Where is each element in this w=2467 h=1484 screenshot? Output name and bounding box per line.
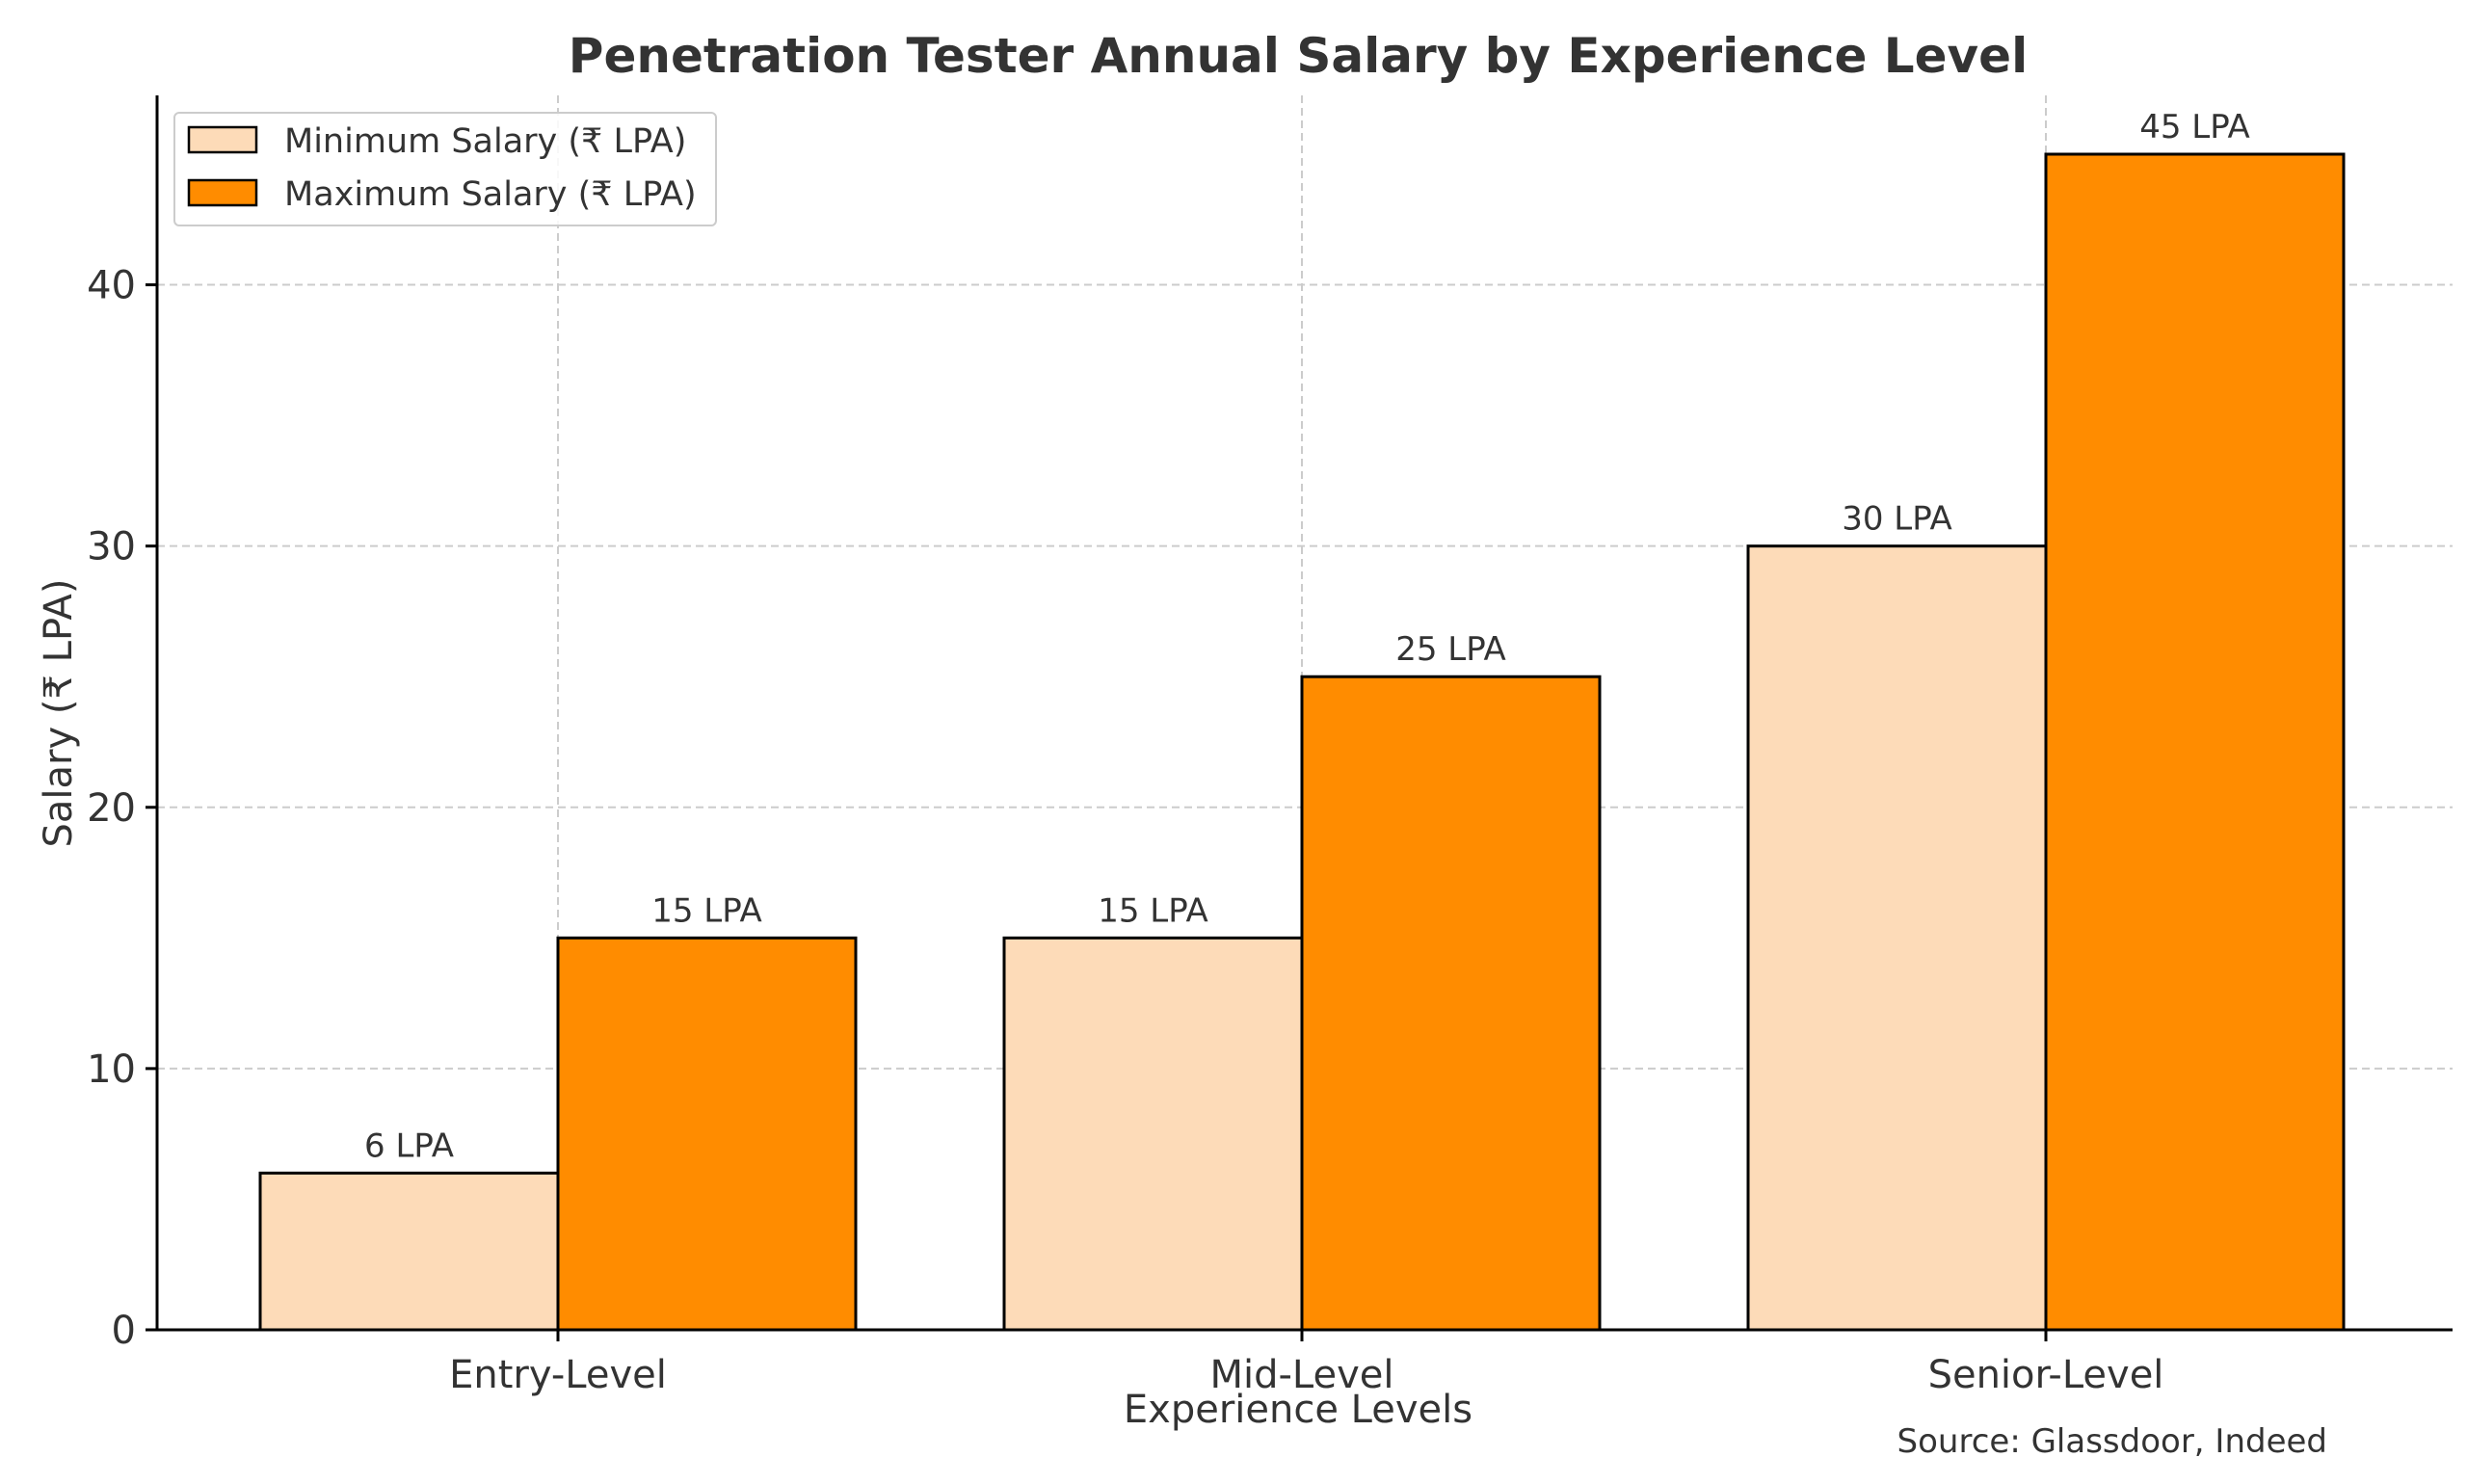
legend: Minimum Salary (₹ LPA) Maximum Salary (₹… bbox=[173, 112, 717, 226]
source-note: Source: Glassdoor, Indeed bbox=[1897, 1422, 2327, 1461]
bars bbox=[258, 152, 2346, 1332]
bar-maximum-entry-level bbox=[556, 936, 858, 1332]
y-axis-label: Salary (₹ LPA) bbox=[37, 579, 81, 848]
y-tick-label: 0 bbox=[112, 1309, 136, 1353]
bar-minimum-entry-level bbox=[258, 1171, 560, 1332]
bar-value-label: 15 LPA bbox=[651, 891, 762, 930]
y-tick-label: 10 bbox=[87, 1047, 136, 1092]
legend-frame bbox=[173, 112, 717, 226]
x-tick-label: Senior-Level bbox=[1928, 1353, 2164, 1397]
bar-minimum-senior-level bbox=[1746, 544, 2048, 1332]
legend-swatch-minimum bbox=[187, 125, 258, 154]
legend-label-minimum: Minimum Salary (₹ LPA) bbox=[284, 122, 686, 161]
y-tick-label: 20 bbox=[87, 786, 136, 831]
y-tick-label: 40 bbox=[87, 264, 136, 308]
x-tick-label: Entry-Level bbox=[449, 1353, 667, 1397]
bar-value-label: 30 LPA bbox=[1842, 500, 1952, 539]
x-axis-label: Experience Levels bbox=[1124, 1388, 1472, 1432]
axes: 0 10 20 30 40 Entry-Level Mid-Level Senior-Leve… bbox=[87, 95, 2453, 1397]
data-labels: 6 LPA 15 LPA 30 LPA 15 LPA 25 LPA 45 LPA bbox=[364, 108, 2250, 1165]
bar-maximum-senior-level bbox=[2044, 152, 2346, 1332]
legend-swatch-maximum bbox=[187, 178, 258, 207]
bar-value-label: 6 LPA bbox=[364, 1126, 454, 1165]
legend-label-maximum: Maximum Salary (₹ LPA) bbox=[284, 175, 697, 214]
y-tick-label: 30 bbox=[87, 525, 136, 570]
bar-value-label: 25 LPA bbox=[1395, 630, 1506, 669]
bar-minimum-mid-level bbox=[1002, 936, 1304, 1332]
chart-title: Penetration Tester Annual Salary by Expe… bbox=[569, 28, 2028, 84]
bar-value-label: 45 LPA bbox=[2139, 108, 2250, 146]
x-tick-label: Mid-Level bbox=[1209, 1353, 1393, 1397]
bar-maximum-mid-level bbox=[1300, 675, 1602, 1332]
bar-value-label: 15 LPA bbox=[1098, 891, 1208, 930]
